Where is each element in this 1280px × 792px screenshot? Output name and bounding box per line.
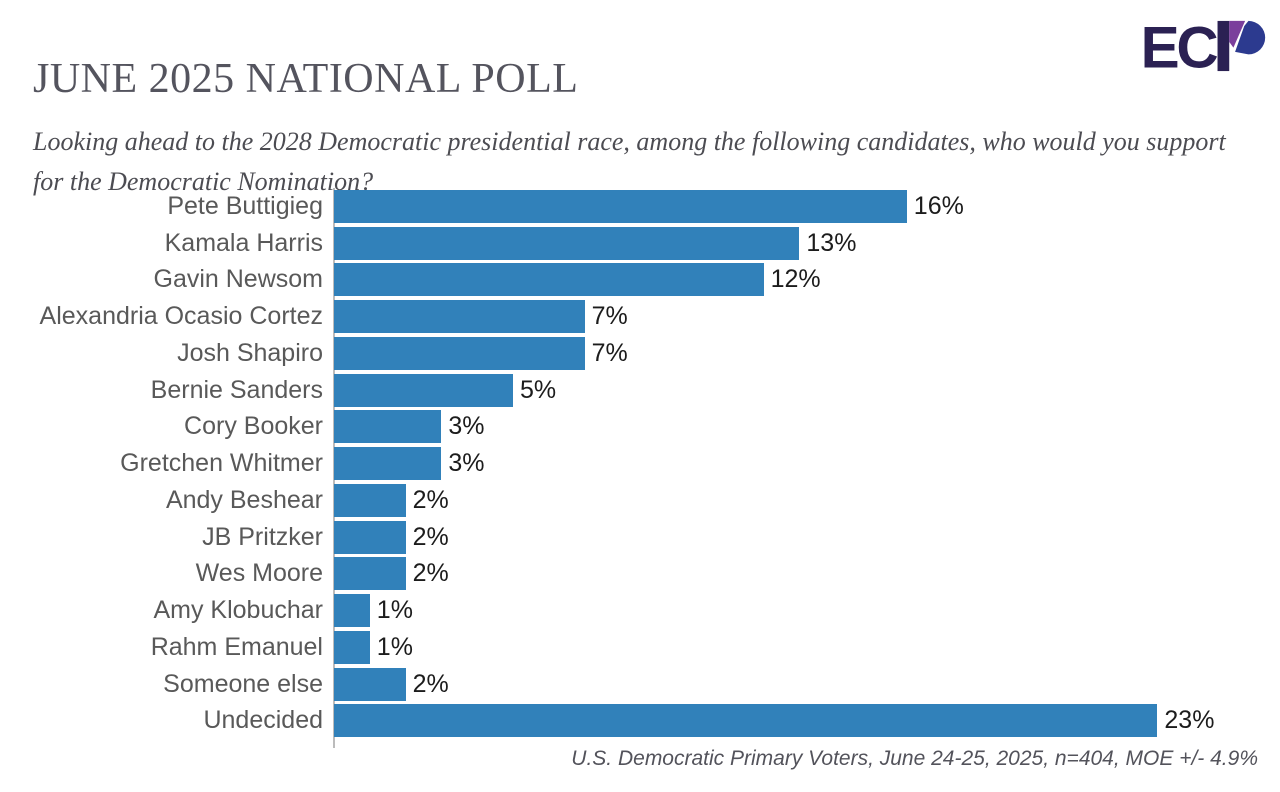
- ecp-logo: EC: [1144, 16, 1266, 77]
- chart-row: Gretchen Whitmer 3%: [0, 445, 1214, 482]
- value-label: 7%: [591, 338, 628, 367]
- chart-row: Someone else 2%: [0, 666, 1214, 703]
- category-label: Wes Moore: [195, 559, 323, 588]
- ecp-logo-p-purple: [1229, 20, 1246, 48]
- category-label: Kamala Harris: [164, 228, 323, 257]
- chart-row: Amy Klobuchar 1%: [0, 592, 1214, 629]
- chart-row: Cory Booker 3%: [0, 409, 1214, 446]
- chart-row: JB Pritzker 2%: [0, 519, 1214, 556]
- category-label: Gavin Newsom: [153, 265, 324, 294]
- value-label: 1%: [376, 596, 413, 625]
- bar: [334, 189, 907, 223]
- bar: [334, 557, 406, 591]
- chart-row: Bernie Sanders 5%: [0, 372, 1214, 409]
- bar: [334, 594, 370, 628]
- chart-row: Rahm Emanuel 1%: [0, 629, 1214, 666]
- bar: [334, 373, 513, 407]
- bar: [334, 704, 1158, 738]
- bar: [334, 226, 800, 260]
- chart-row: Alexandria Ocasio Cortez 7%: [0, 298, 1214, 335]
- category-label: Josh Shapiro: [177, 338, 323, 367]
- value-label: 5%: [520, 375, 557, 404]
- category-label: Someone else: [163, 669, 323, 698]
- value-label: 2%: [412, 485, 449, 514]
- category-label: Amy Klobuchar: [153, 596, 323, 625]
- value-label: 23%: [1164, 706, 1215, 735]
- bar: [334, 630, 370, 664]
- value-label: 2%: [412, 559, 449, 588]
- chart-row: Gavin Newsom 12%: [0, 262, 1214, 299]
- chart-rows: Pete Buttigieg 16% Kamala Harris 13% Gavin N…: [0, 188, 1214, 739]
- category-label: Andy Beshear: [165, 485, 323, 514]
- category-label: Undecided: [203, 706, 323, 735]
- category-label: Pete Buttigieg: [167, 191, 323, 220]
- value-label: 12%: [770, 265, 821, 294]
- value-label: 3%: [448, 412, 485, 441]
- chart-row: Josh Shapiro 7%: [0, 335, 1214, 372]
- bar: [334, 410, 442, 444]
- poll-question: Looking ahead to the 2028 Democratic pre…: [33, 127, 1226, 196]
- value-label: 3%: [448, 449, 485, 478]
- bar: [334, 336, 585, 370]
- chart-row: Wes Moore 2%: [0, 556, 1214, 593]
- value-label: 2%: [412, 522, 449, 551]
- ecp-logo-p-blue: [1235, 20, 1266, 55]
- category-label: Rahm Emanuel: [150, 632, 323, 661]
- bar-chart: Pete Buttigieg 16% Kamala Harris 13% Gavin N…: [0, 188, 1214, 739]
- value-label: 7%: [591, 302, 628, 331]
- bar: [334, 263, 764, 297]
- chart-row: Kamala Harris 13%: [0, 225, 1214, 262]
- bar: [334, 520, 406, 554]
- value-label: 13%: [806, 228, 857, 257]
- ecp-logo-p-stem: [1217, 20, 1230, 72]
- bar: [334, 483, 406, 517]
- chart-row: Pete Buttigieg 16%: [0, 188, 1214, 225]
- category-label: JB Pritzker: [202, 522, 323, 551]
- bar: [334, 447, 442, 481]
- value-label: 1%: [376, 632, 413, 661]
- bar: [334, 667, 406, 701]
- bar: [334, 300, 585, 334]
- ecp-logo-letters: EC: [1144, 16, 1217, 77]
- category-label: Alexandria Ocasio Cortez: [39, 302, 323, 331]
- chart-row: Andy Beshear 2%: [0, 482, 1214, 519]
- category-label: Gretchen Whitmer: [120, 449, 323, 478]
- value-label: 2%: [412, 669, 449, 698]
- value-label: 16%: [913, 191, 964, 220]
- category-label: Bernie Sanders: [150, 375, 323, 404]
- chart-row: Undecided 23%: [0, 703, 1214, 740]
- source-note: U.S. Democratic Primary Voters, June 24-…: [571, 747, 1258, 770]
- page-title: JUNE 2025 NATIONAL POLL: [33, 56, 579, 103]
- category-label: Cory Booker: [184, 412, 323, 441]
